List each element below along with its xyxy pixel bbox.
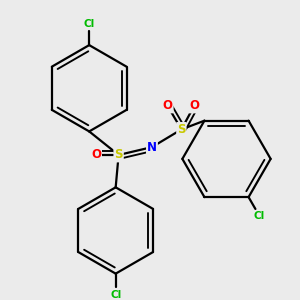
Text: O: O [91,148,101,161]
Text: O: O [163,99,173,112]
Text: Cl: Cl [110,290,121,300]
Text: Cl: Cl [84,19,95,28]
Text: S: S [114,148,123,161]
Text: Cl: Cl [254,211,265,221]
Text: S: S [177,123,186,136]
Text: N: N [147,141,157,154]
Text: O: O [189,99,199,112]
